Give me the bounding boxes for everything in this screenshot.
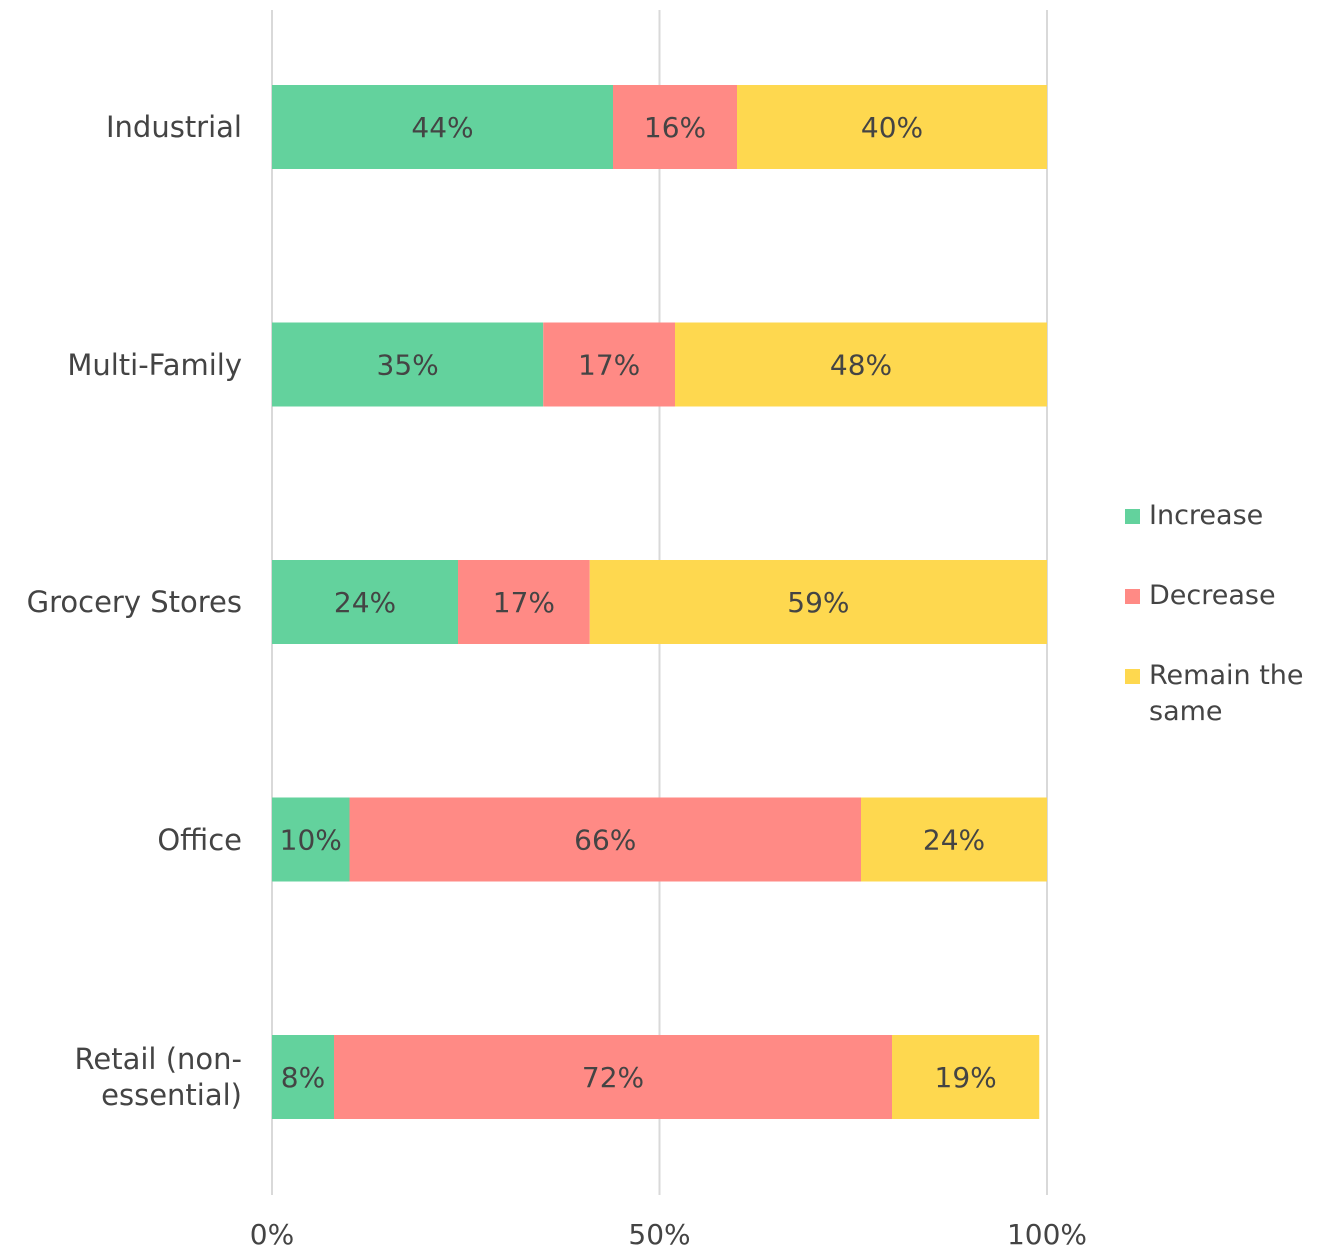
bar-segment bbox=[861, 797, 1047, 882]
data-label: 44% bbox=[411, 111, 473, 144]
legend-item: Decrease bbox=[1125, 578, 1330, 614]
bar-segment bbox=[349, 797, 861, 882]
bar-segment bbox=[543, 322, 675, 407]
legend-label: Increase bbox=[1149, 500, 1264, 531]
data-label: 59% bbox=[787, 586, 849, 619]
data-label: 8% bbox=[281, 1061, 325, 1094]
legend-swatch bbox=[1125, 509, 1140, 524]
x-tick-label: 100% bbox=[1007, 1218, 1087, 1249]
data-label: 19% bbox=[935, 1061, 997, 1094]
data-label: 17% bbox=[578, 349, 640, 382]
bar-segment bbox=[272, 1035, 334, 1119]
data-label: 24% bbox=[923, 824, 985, 857]
legend-swatch bbox=[1125, 669, 1140, 684]
legend-label: Remain the same bbox=[1149, 660, 1304, 727]
data-label: 35% bbox=[377, 349, 439, 382]
legend-item: Remain the same bbox=[1125, 658, 1330, 730]
legend-label: Decrease bbox=[1149, 580, 1276, 611]
bar-segment bbox=[737, 85, 1047, 169]
y-tick-label: Industrial bbox=[105, 110, 242, 144]
bar-segment bbox=[272, 560, 458, 644]
x-tick-label: 50% bbox=[628, 1218, 690, 1249]
data-label: 66% bbox=[574, 824, 636, 857]
data-label: 10% bbox=[280, 824, 342, 857]
y-tick-label: Retail (non-essential) bbox=[74, 1042, 242, 1112]
bar-segment bbox=[334, 1035, 892, 1119]
x-tick-label: 0% bbox=[250, 1218, 294, 1249]
data-label: 24% bbox=[334, 586, 396, 619]
y-tick-label: Multi-Family bbox=[67, 347, 242, 382]
bar-segment bbox=[892, 1035, 1040, 1119]
data-label: 40% bbox=[861, 111, 923, 144]
bar-segment bbox=[272, 85, 613, 169]
bar-segment bbox=[272, 322, 544, 407]
data-label: 48% bbox=[830, 349, 892, 382]
y-tick-label: Office bbox=[157, 822, 242, 857]
legend-swatch bbox=[1125, 589, 1140, 604]
bar-segment bbox=[613, 85, 737, 169]
y-tick-label: Grocery Stores bbox=[26, 585, 242, 619]
legend-item: Increase bbox=[1125, 498, 1330, 534]
bar-segment bbox=[589, 560, 1047, 644]
bar-segment bbox=[458, 560, 590, 644]
data-label: 72% bbox=[582, 1061, 644, 1094]
bar-segment bbox=[675, 322, 1047, 407]
bar-segment bbox=[272, 797, 350, 882]
data-label: 17% bbox=[493, 586, 555, 619]
data-label: 16% bbox=[644, 111, 706, 144]
